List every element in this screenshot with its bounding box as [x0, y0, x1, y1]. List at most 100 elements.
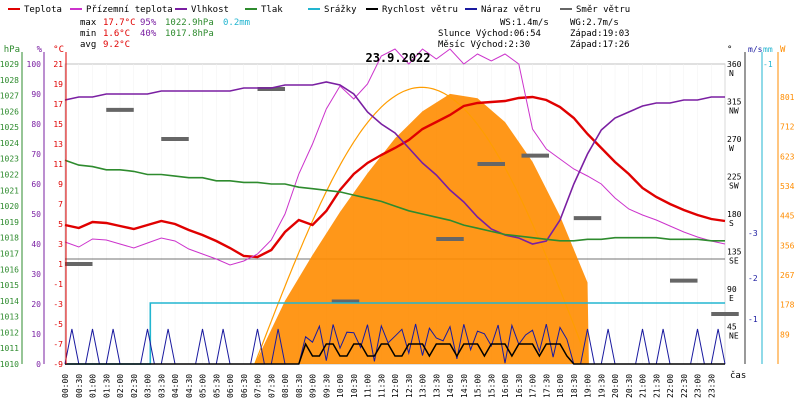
axis-hpa-tick-14: 1016	[0, 265, 19, 274]
x-tick-32: 15:30	[487, 374, 496, 398]
axis-ms-tick-1: -3	[748, 229, 758, 238]
axis-hpa-tick-16: 1014	[0, 297, 19, 306]
x-tick-12: 05:30	[212, 374, 221, 398]
x-tick-28: 13:30	[432, 374, 441, 398]
stat-max-temp: 17.7°C	[103, 18, 136, 28]
axis-wm2-tick-7: 267	[780, 271, 795, 280]
axis-pct-tick-4: 70	[31, 150, 41, 159]
axis-temp-tick-13: -3	[53, 300, 63, 309]
axis-temp-tick-15: -7	[53, 340, 63, 349]
axis-hpa-tick-10: 1020	[0, 202, 19, 211]
axis-hpa-tick-7: 1023	[0, 155, 19, 164]
x-axis-unit: čas	[730, 370, 746, 381]
axis-pct-tick-10: 10	[31, 330, 41, 339]
x-tick-6: 02:30	[130, 374, 139, 398]
x-tick-47: 23:00	[694, 374, 703, 398]
x-tick-16: 07:30	[267, 374, 276, 398]
axis-dir-label-8: NE	[729, 332, 739, 341]
legend-label-1: Teplota	[24, 5, 62, 15]
axis-hpa-tick-2: 1028	[0, 76, 19, 85]
axis-hpa-tick-17: 1013	[0, 313, 19, 322]
axis-dir-tick-3: 270	[727, 135, 742, 144]
x-tick-29: 14:00	[446, 374, 455, 398]
axis-hpa-tick-3: 1027	[0, 92, 19, 101]
axis-dir-label-4: SW	[729, 182, 739, 191]
axis-pct-tick-7: 40	[31, 240, 41, 249]
axis-dir-tick-4: 225	[727, 173, 742, 182]
legend-label-4: Tlak	[261, 5, 283, 15]
info-moon-rise: Měsíc Východ:2:30	[438, 40, 530, 50]
x-tick-48: 23:30	[707, 374, 716, 398]
x-tick-13: 06:00	[226, 374, 235, 398]
x-tick-39: 19:00	[584, 374, 593, 398]
stat-max-rain: 0.2mm	[223, 18, 250, 28]
x-tick-11: 05:00	[199, 374, 208, 398]
axis-wm2-unit: W	[780, 45, 786, 55]
axis-temp-tick-9: 5	[58, 220, 63, 229]
legend-label-6: Rychlost větru	[382, 5, 458, 15]
x-tick-37: 18:00	[556, 374, 565, 398]
axis-hpa-tick-5: 1025	[0, 123, 19, 132]
axis-wm2-tick-1: 801	[780, 93, 795, 102]
axis-pct-tick-2: 90	[31, 90, 41, 99]
info-sun-rise: Slunce Východ:06:54	[438, 29, 541, 39]
axis-dir-label-1: N	[729, 69, 734, 78]
stat-avg-temp: 9.2°C	[103, 40, 130, 50]
x-tick-15: 07:00	[254, 374, 263, 398]
stat-max-press: 1022.9hPa	[165, 18, 214, 28]
x-tick-31: 15:00	[474, 374, 483, 398]
axis-temp-tick-16: -9	[53, 360, 63, 369]
axis-dir-tick-8: 45	[727, 323, 737, 332]
axis-temp-tick-3: 17	[53, 100, 63, 109]
x-tick-8: 03:30	[157, 374, 166, 398]
x-tick-42: 20:30	[625, 374, 634, 398]
x-tick-24: 11:30	[377, 374, 386, 398]
info-sun-set: Západ:19:03	[570, 29, 630, 39]
legend-label-5: Srážky	[324, 5, 357, 15]
axis-wm2-tick-4: 534	[780, 182, 795, 191]
axis-hpa-tick-1: 1029	[0, 60, 19, 69]
axis-hpa-tick-4: 1026	[0, 107, 19, 116]
stats-block: max 17.7°C 95% 1022.9hPa 0.2mm min 1.6°C…	[80, 18, 250, 50]
stat-max-hum: 95%	[140, 18, 157, 28]
x-tick-1: 00:00	[61, 374, 70, 398]
axis-hpa-tick-19: 1011	[0, 344, 19, 353]
x-tick-25: 12:00	[391, 374, 400, 398]
series-line-3	[64, 81, 725, 245]
x-tick-41: 20:00	[611, 374, 620, 398]
axis-wm2-tick-5: 445	[780, 212, 795, 221]
x-tick-27: 13:00	[419, 374, 428, 398]
x-tick-35: 17:00	[529, 374, 538, 398]
legend-label-8: Směr větru	[576, 5, 630, 15]
axis-temp-tick-2: 19	[53, 80, 63, 89]
series-line-1	[64, 95, 726, 259]
axis-hpa-unit: hPa	[4, 45, 20, 55]
series-wind-speed	[65, 342, 725, 365]
axis-temp-unit: °C	[53, 45, 64, 55]
axis-dir-label-7: E	[729, 294, 734, 303]
stat-min-label: min	[80, 29, 96, 39]
axis-hpa-tick-13: 1017	[0, 249, 19, 258]
x-tick-43: 21:00	[639, 374, 648, 398]
axis-hpa-tick-20: 1010	[0, 360, 19, 369]
x-tick-3: 01:00	[89, 374, 98, 398]
x-tick-20: 09:30	[322, 374, 331, 398]
axis-dir-label-3: W	[729, 144, 734, 153]
chart-title: 23.9.2022	[365, 51, 430, 65]
axis-mm-tick-1: -1	[763, 60, 773, 69]
axis-dir-tick-6: 135	[727, 248, 742, 257]
x-tick-2: 00:30	[75, 374, 84, 398]
series-line-2	[64, 48, 726, 266]
series-solar-area	[254, 93, 589, 365]
x-tick-5: 02:00	[116, 374, 125, 398]
axis-dir-label-5: S	[729, 219, 734, 228]
axis-pct-tick-9: 20	[31, 300, 41, 309]
axis-pct-tick-5: 60	[31, 180, 41, 189]
x-tick-4: 01:30	[102, 374, 111, 398]
series-line-4	[64, 159, 725, 242]
x-tick-30: 14:30	[460, 374, 469, 398]
x-tick-10: 04:30	[185, 374, 194, 398]
info-moon-set: Západ:17:26	[570, 40, 630, 50]
x-tick-34: 16:30	[515, 374, 524, 398]
axes-layer: hPa1029102810271026102510241023102210211…	[0, 45, 795, 398]
